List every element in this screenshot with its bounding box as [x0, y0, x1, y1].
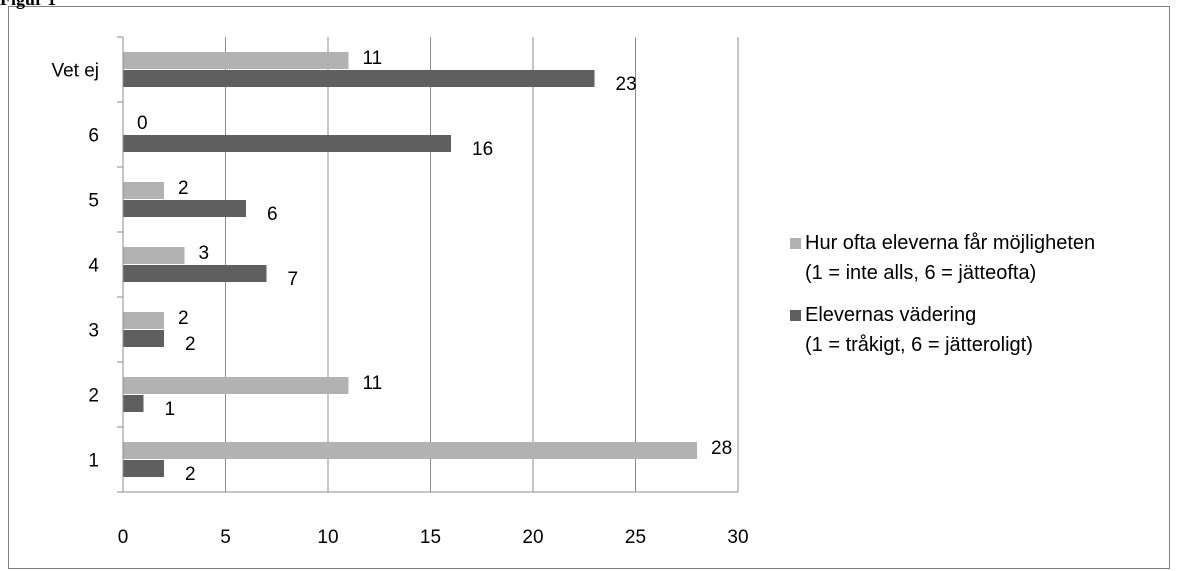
y-tick-label: 4	[88, 256, 99, 277]
legend-item-series-2: Elevernas vädering	[790, 300, 1033, 330]
legend: Hur ofta eleverna får möjligheten (1 = i…	[790, 228, 1095, 288]
data-label: 1	[165, 399, 176, 420]
legend-sublabel-series-1: (1 = inte alls, 6 = jätteofta)	[805, 262, 1037, 284]
legend-2: Elevernas vädering (1 = tråkigt, 6 = jät…	[790, 300, 1033, 360]
bar	[123, 70, 595, 87]
bar	[123, 330, 164, 347]
bar	[123, 135, 451, 152]
data-label: 2	[185, 334, 196, 355]
y-tick-label: Vet ej	[51, 61, 99, 82]
x-tick-label: 0	[118, 527, 129, 548]
data-label: 28	[711, 438, 732, 459]
legend-swatch-series-2	[790, 309, 801, 321]
legend-label-series-2: Elevernas vädering	[805, 304, 977, 326]
data-label: 11	[363, 48, 383, 69]
y-tick-label: 2	[88, 386, 99, 407]
x-tick-label: 10	[317, 527, 338, 548]
bars	[123, 52, 697, 477]
data-label: 7	[288, 269, 299, 290]
data-label: 11	[363, 373, 383, 394]
legend-swatch-series-1	[790, 237, 801, 249]
bar	[123, 52, 349, 69]
data-label: 6	[267, 204, 278, 225]
bar	[123, 395, 144, 412]
data-label: 2	[178, 178, 189, 199]
legend-item-series-1: Hur ofta eleverna får möjligheten	[790, 228, 1095, 258]
y-tick-label: 3	[88, 321, 99, 342]
chart-frame	[8, 6, 1170, 569]
bar	[123, 265, 267, 282]
y-tick-label: 6	[88, 126, 99, 147]
y-tick-label: 5	[88, 191, 99, 212]
data-label: 2	[178, 308, 189, 329]
bar	[123, 247, 185, 264]
legend-label-series-1: Hur ofta eleverna får möjligheten	[805, 232, 1096, 254]
legend-sublabel-series-2: (1 = tråkigt, 6 = jätteroligt)	[805, 334, 1033, 356]
bar	[123, 377, 349, 394]
data-label: 0	[137, 113, 148, 134]
data-label: 3	[199, 243, 210, 264]
x-tick-label: 30	[727, 527, 748, 548]
x-tick-label: 15	[420, 527, 441, 548]
data-label: 16	[472, 139, 493, 160]
x-tick-label: 20	[522, 527, 543, 548]
y-tick-label: 1	[88, 451, 99, 472]
bar	[123, 460, 164, 477]
x-tick-label: 25	[625, 527, 646, 548]
page-heading: Figur 1	[0, 0, 56, 10]
bar	[123, 182, 164, 199]
bar	[123, 442, 697, 459]
bar	[123, 200, 246, 217]
bar	[123, 312, 164, 329]
grid-lines	[225, 37, 739, 492]
data-label: 2	[185, 464, 196, 485]
data-label: 23	[616, 74, 637, 95]
x-tick-label: 5	[220, 527, 231, 548]
